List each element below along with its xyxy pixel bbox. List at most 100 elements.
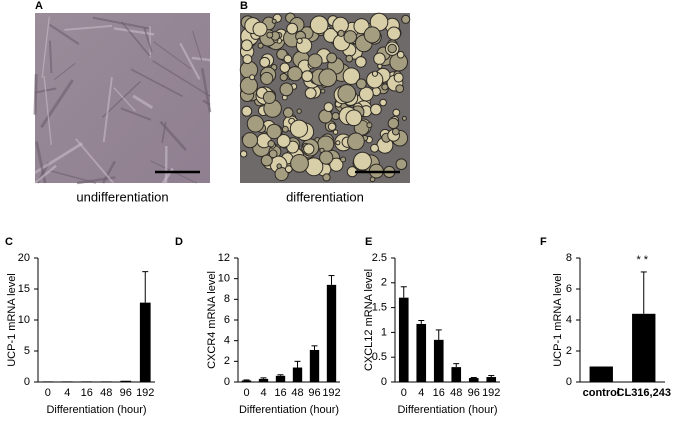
bar	[416, 323, 427, 382]
lipid-droplet	[387, 43, 397, 54]
bar	[632, 313, 656, 382]
lipid-droplet	[281, 125, 289, 133]
lipid-droplet	[296, 108, 302, 114]
x-tick-label: control	[583, 387, 620, 399]
image-caption: undifferentiation	[76, 189, 168, 204]
x-axis-label: Differentiation (hour)	[397, 404, 497, 416]
panel-letter: D	[175, 236, 183, 248]
panel-letter: E	[365, 236, 372, 248]
lipid-droplet	[345, 109, 363, 127]
bar	[326, 284, 337, 382]
lipid-droplet	[331, 111, 340, 121]
y-tick-label: 2.5	[372, 252, 387, 264]
lipid-droplet	[241, 132, 259, 149]
cell-streak	[101, 80, 142, 118]
cell-streak	[179, 42, 201, 80]
lipid-droplet	[241, 105, 253, 117]
y-tick-label: 2	[224, 355, 230, 367]
y-tick-label: 0.5	[372, 351, 387, 363]
lipid-droplet	[363, 26, 381, 44]
lipid-droplet	[355, 56, 367, 68]
bar	[309, 349, 320, 382]
lipid-droplet	[332, 129, 339, 135]
x-tick-label: 48	[291, 387, 303, 399]
significance-label: **	[636, 254, 651, 266]
lipid-droplet	[286, 22, 299, 35]
lipid-droplet	[358, 86, 374, 102]
lipid-droplet	[268, 149, 278, 159]
bar	[589, 366, 613, 382]
y-tick-label: 2	[566, 345, 572, 357]
x-tick-label: 16	[433, 387, 445, 399]
y-tick-label: 20	[18, 252, 30, 264]
bar	[258, 378, 269, 382]
y-tick-label: 15	[18, 283, 30, 295]
cell-streak	[33, 74, 38, 115]
lipid-droplet	[242, 54, 253, 65]
x-tick-label: 4	[418, 387, 424, 399]
lipid-droplet	[335, 140, 341, 146]
cell-streak	[75, 138, 114, 184]
cell-streak	[202, 99, 211, 106]
y-axis-label: UCP-1 mRNA level	[552, 273, 564, 367]
bar	[241, 380, 252, 382]
y-axis-label: CXCR4 mRNA level	[206, 271, 218, 369]
cell-streak	[132, 94, 153, 109]
y-tick-label: 1.5	[372, 302, 387, 314]
lipid-droplet	[260, 71, 274, 85]
lipid-droplet	[262, 90, 277, 104]
panel-letter: A	[35, 0, 43, 12]
lipid-droplet	[276, 134, 291, 148]
x-tick-label: 0	[243, 387, 249, 399]
y-tick-label: 4	[224, 335, 230, 347]
y-tick-label: 0	[224, 376, 230, 388]
cell-streak	[102, 77, 113, 143]
panel-letter: F	[540, 236, 547, 248]
micrograph-a	[33, 13, 212, 185]
lipid-droplet	[355, 78, 367, 90]
lipid-droplet	[287, 66, 303, 82]
lipid-droplet	[326, 52, 338, 64]
x-tick-label: 48	[450, 387, 462, 399]
lipid-droplet	[318, 68, 338, 88]
y-tick-label: 10	[18, 314, 30, 326]
y-tick-label: 10	[218, 273, 230, 285]
y-tick-label: 6	[224, 314, 230, 326]
bar	[468, 378, 479, 382]
lipid-droplet	[296, 37, 303, 44]
cell-streak	[92, 16, 150, 30]
lipid-droplet	[395, 158, 408, 171]
lipid-droplet	[252, 21, 268, 37]
lipid-droplet	[320, 88, 326, 94]
x-tick-label: 0	[401, 387, 407, 399]
lipid-droplet	[267, 139, 275, 148]
cell-streak	[113, 27, 155, 36]
y-axis-label: UCP-1 mRNA level	[6, 273, 18, 367]
lipid-droplet	[304, 87, 317, 100]
lipid-droplet	[396, 50, 405, 59]
bar	[433, 339, 444, 382]
x-tick-label: 96	[308, 387, 320, 399]
x-tick-label: 48	[100, 387, 112, 399]
cell-streak	[159, 120, 187, 151]
lipid-droplet	[401, 14, 411, 24]
lipid-droplet	[303, 143, 315, 155]
lipid-droplet	[327, 122, 337, 131]
cell-streak	[48, 40, 53, 74]
micrograph-b	[239, 12, 411, 183]
lipid-droplet	[319, 150, 334, 165]
bar	[100, 381, 112, 382]
x-tick-label: 4	[260, 387, 266, 399]
bar	[42, 381, 54, 382]
lipid-droplet	[283, 54, 293, 64]
bar	[398, 297, 409, 382]
lipid-droplet	[370, 143, 379, 153]
lipid-droplet	[393, 72, 404, 83]
lipid-droplet	[377, 63, 383, 69]
lipid-droplet	[259, 56, 271, 68]
cell-streak	[40, 79, 74, 129]
lipid-droplet	[337, 84, 357, 103]
x-axis-label: Differentiation (hour)	[46, 404, 146, 416]
bar	[139, 302, 151, 382]
lipid-droplet	[246, 115, 265, 133]
